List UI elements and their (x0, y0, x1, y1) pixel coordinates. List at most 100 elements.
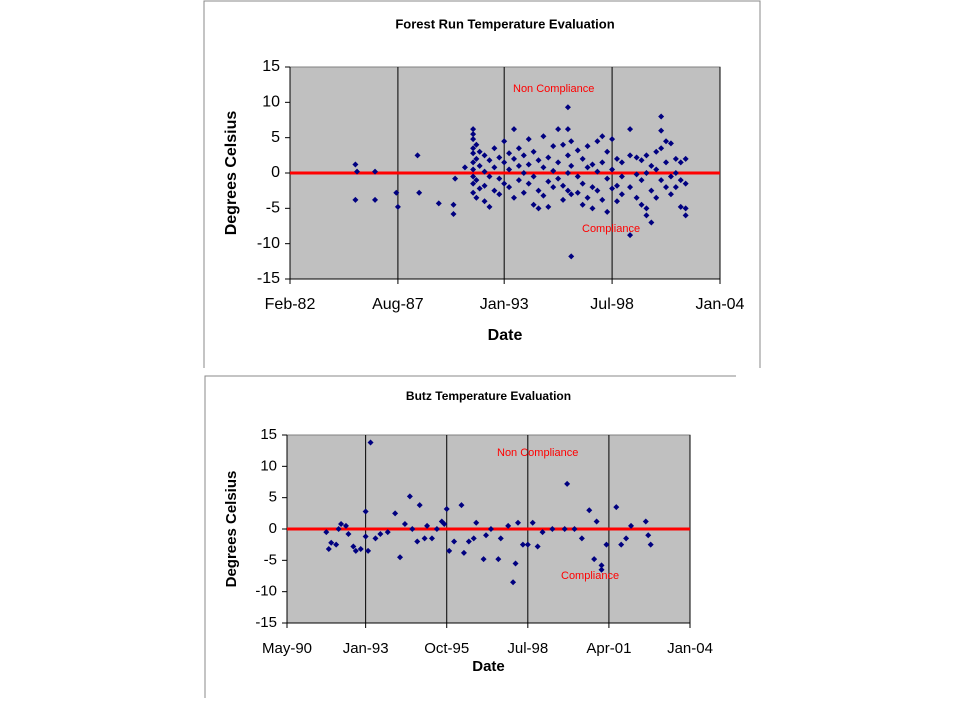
data-point (451, 538, 458, 545)
y-tick-label: 0 (271, 164, 280, 181)
data-point (571, 526, 578, 532)
data-point (470, 180, 477, 187)
data-point (648, 187, 655, 194)
x-tick-label: Jul-98 (590, 296, 634, 313)
data-point (643, 212, 650, 219)
data-point (470, 159, 477, 166)
x-tick-label: Aug-87 (372, 296, 424, 313)
y-axis-label: Degrees Celsius (223, 111, 240, 236)
y-tick-label: 10 (260, 457, 277, 474)
data-point (443, 505, 450, 512)
data-point (672, 170, 679, 176)
data-point (584, 164, 591, 171)
data-point (414, 152, 421, 159)
data-point (372, 535, 379, 542)
data-point (564, 126, 571, 133)
data-point (564, 187, 571, 194)
data-point (589, 184, 596, 191)
data-point (470, 145, 477, 152)
chart-title: Butz Temperature Evaluation (406, 389, 571, 403)
data-point (524, 541, 531, 548)
data-point (416, 502, 423, 509)
data-point (530, 173, 537, 180)
data-point (392, 510, 399, 517)
data-point (406, 493, 413, 500)
x-axis-label: Date (472, 658, 505, 675)
data-point (594, 168, 601, 175)
data-point (598, 566, 605, 573)
data-point (578, 535, 585, 542)
data-point (510, 194, 517, 201)
data-point (560, 196, 567, 203)
data-point (470, 173, 477, 180)
data-point (564, 170, 571, 176)
data-point (433, 526, 440, 532)
data-point (643, 205, 650, 212)
data-point (682, 180, 689, 187)
data-point (584, 143, 591, 150)
data-point (677, 159, 684, 166)
data-point (520, 170, 527, 176)
data-point (604, 175, 611, 182)
x-tick-label: Feb-82 (265, 296, 316, 313)
data-point (470, 136, 477, 143)
data-point (354, 168, 361, 175)
data-point (497, 535, 504, 542)
data-point (603, 541, 610, 548)
data-point (623, 535, 630, 542)
data-point (486, 203, 493, 210)
data-point (470, 166, 477, 173)
frame (204, 375, 736, 698)
data-point (458, 502, 465, 509)
data-point (564, 104, 571, 111)
data-point (628, 522, 635, 529)
data-point (555, 175, 562, 182)
data-point (627, 232, 634, 239)
data-point (461, 164, 468, 171)
data-point (613, 155, 620, 162)
data-point (473, 194, 480, 201)
data-point (677, 203, 684, 210)
data-point (586, 507, 593, 514)
data-point (682, 212, 689, 219)
data-point (486, 173, 493, 180)
data-point (642, 518, 649, 525)
data-point (599, 159, 606, 166)
data-point (667, 173, 674, 180)
data-point (599, 196, 606, 203)
y-tick-label: -5 (264, 551, 277, 568)
data-point (594, 138, 601, 145)
data-point (491, 187, 498, 194)
data-point (481, 198, 488, 205)
data-point (539, 529, 546, 536)
data-point (667, 140, 674, 147)
data-point (540, 133, 547, 140)
data-point (638, 177, 645, 184)
data-point (535, 157, 542, 164)
data-point (525, 180, 532, 187)
data-point (560, 182, 567, 189)
data-point (550, 184, 557, 191)
data-point (530, 148, 537, 155)
y-tick-label: -15 (257, 270, 280, 287)
data-point (372, 168, 379, 175)
data-point (555, 159, 562, 166)
data-point (540, 192, 547, 199)
data-point (613, 504, 620, 511)
data-point (627, 152, 634, 159)
data-point (491, 145, 498, 152)
data-point (568, 191, 575, 198)
data-point (416, 189, 423, 196)
y-tick-label: -10 (255, 583, 277, 600)
data-point (609, 166, 616, 173)
y-tick-label: -10 (257, 235, 280, 252)
data-point (470, 535, 477, 542)
data-point (609, 136, 616, 143)
data-point (579, 201, 586, 208)
data-point (638, 201, 645, 208)
data-point (643, 170, 650, 176)
data-point (574, 173, 581, 180)
data-point (550, 143, 557, 150)
data-point (486, 157, 493, 164)
data-point (653, 166, 660, 173)
